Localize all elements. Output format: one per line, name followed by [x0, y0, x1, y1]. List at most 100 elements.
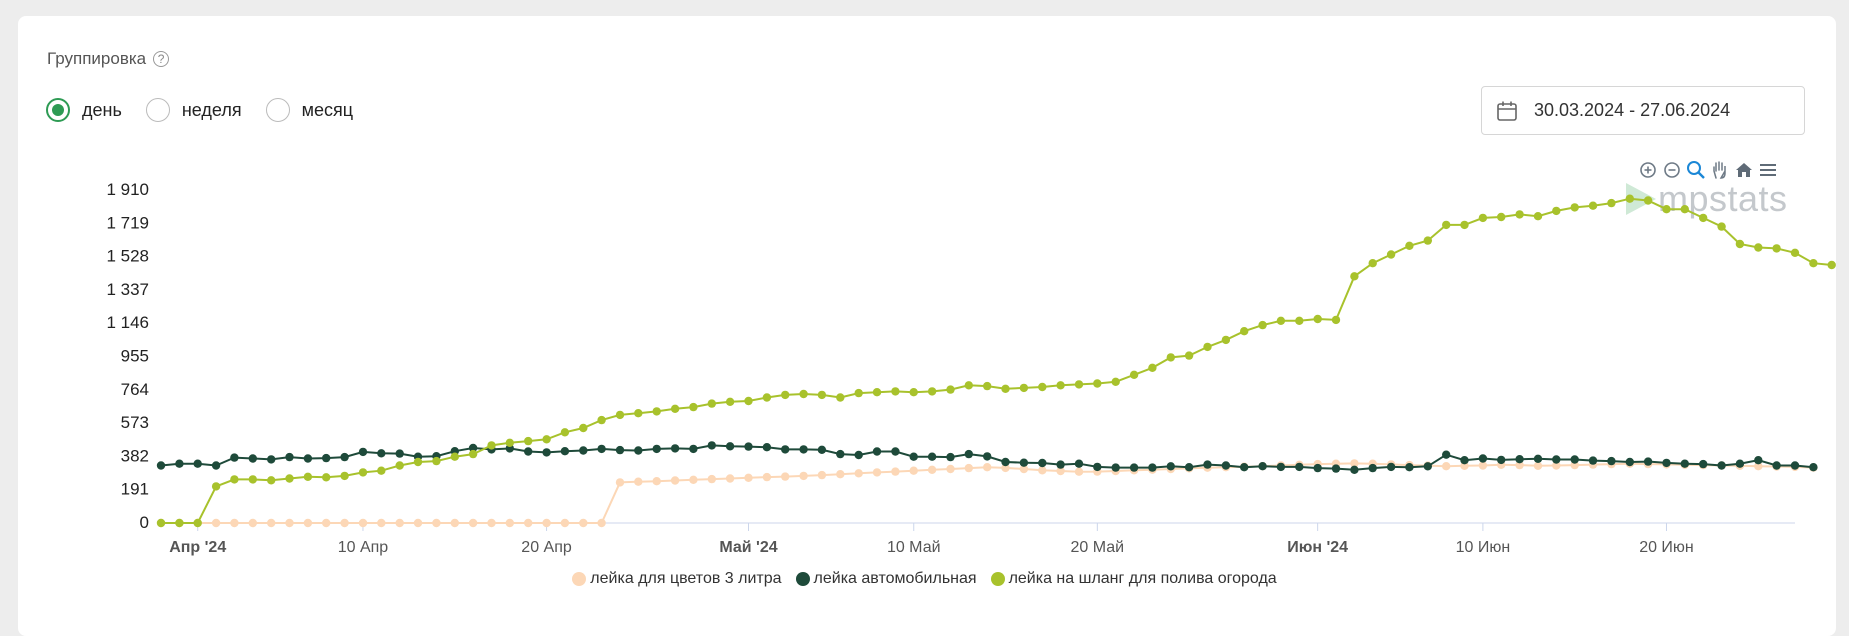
- data-point[interactable]: [1643, 457, 1653, 466]
- data-point[interactable]: [1552, 206, 1561, 216]
- data-point[interactable]: [1019, 464, 1029, 474]
- data-point[interactable]: [1478, 454, 1488, 463]
- data-point[interactable]: [579, 423, 588, 433]
- data-point[interactable]: [1019, 383, 1029, 393]
- data-point[interactable]: [468, 449, 478, 459]
- data-point[interactable]: [1662, 458, 1671, 468]
- data-point[interactable]: [340, 452, 349, 462]
- data-point[interactable]: [707, 441, 716, 450]
- data-point[interactable]: [1386, 462, 1396, 472]
- data-point[interactable]: [1735, 239, 1745, 249]
- data-point[interactable]: [817, 390, 827, 400]
- data-point[interactable]: [193, 518, 202, 528]
- data-point[interactable]: [707, 399, 716, 408]
- data-point[interactable]: [1552, 461, 1561, 470]
- data-point[interactable]: [450, 518, 459, 528]
- data-point[interactable]: [597, 444, 606, 454]
- data-point[interactable]: [322, 453, 331, 463]
- data-point[interactable]: [634, 477, 643, 486]
- data-point[interactable]: [1515, 210, 1524, 219]
- data-point[interactable]: [1570, 455, 1579, 464]
- data-point[interactable]: [560, 518, 570, 528]
- data-point[interactable]: [1754, 243, 1763, 252]
- data-point[interactable]: [781, 445, 790, 454]
- data-point[interactable]: [579, 518, 588, 528]
- legend-item-series-2[interactable]: лейка автомобильная: [795, 570, 977, 588]
- data-point[interactable]: [817, 445, 827, 454]
- data-point[interactable]: [964, 381, 973, 390]
- data-point[interactable]: [872, 468, 882, 477]
- data-point[interactable]: [725, 442, 735, 451]
- data-point[interactable]: [267, 476, 276, 485]
- data-point[interactable]: [395, 449, 404, 458]
- data-point[interactable]: [1552, 455, 1561, 464]
- radio-day[interactable]: день: [46, 98, 122, 122]
- data-point[interactable]: [1607, 456, 1616, 466]
- data-point[interactable]: [1074, 459, 1084, 468]
- data-point[interactable]: [1148, 363, 1157, 372]
- data-point[interactable]: [377, 518, 386, 528]
- data-point[interactable]: [1166, 462, 1176, 471]
- data-point[interactable]: [1405, 241, 1414, 250]
- data-point[interactable]: [1386, 250, 1396, 259]
- data-point[interactable]: [1772, 461, 1781, 470]
- data-point[interactable]: [1331, 315, 1341, 325]
- data-point[interactable]: [1442, 462, 1451, 471]
- data-point[interactable]: [175, 459, 184, 468]
- data-point[interactable]: [1772, 244, 1781, 253]
- data-point[interactable]: [524, 436, 533, 446]
- data-point[interactable]: [487, 518, 496, 528]
- data-point[interactable]: [1405, 463, 1414, 472]
- data-point[interactable]: [505, 438, 514, 447]
- data-point[interactable]: [652, 407, 661, 416]
- data-point[interactable]: [1754, 462, 1763, 471]
- data-point[interactable]: [1570, 203, 1579, 212]
- data-point[interactable]: [1717, 222, 1726, 231]
- data-point[interactable]: [964, 463, 973, 473]
- data-point[interactable]: [1276, 462, 1286, 472]
- data-point[interactable]: [1460, 456, 1469, 465]
- data-point[interactable]: [1460, 220, 1469, 230]
- data-point[interactable]: [1001, 457, 1010, 467]
- data-point[interactable]: [872, 447, 882, 456]
- data-point[interactable]: [432, 456, 441, 466]
- data-point[interactable]: [615, 478, 625, 487]
- data-point[interactable]: [670, 476, 680, 485]
- data-point[interactable]: [1809, 463, 1818, 472]
- data-point[interactable]: [358, 447, 368, 457]
- data-point[interactable]: [1038, 466, 1047, 475]
- data-point[interactable]: [744, 442, 753, 451]
- data-point[interactable]: [854, 388, 863, 398]
- data-point[interactable]: [652, 444, 661, 454]
- data-point[interactable]: [248, 454, 257, 463]
- data-point[interactable]: [1129, 463, 1139, 472]
- data-point[interactable]: [1790, 461, 1800, 470]
- data-point[interactable]: [983, 381, 992, 391]
- data-point[interactable]: [193, 459, 202, 468]
- radio-month[interactable]: месяц: [265, 98, 353, 122]
- data-point[interactable]: [1643, 196, 1653, 205]
- data-point[interactable]: [1735, 459, 1745, 468]
- data-point[interactable]: [836, 393, 845, 402]
- data-point[interactable]: [1533, 212, 1543, 221]
- data-point[interactable]: [670, 444, 680, 453]
- data-point[interactable]: [285, 452, 294, 462]
- data-point[interactable]: [689, 475, 698, 484]
- data-point[interactable]: [322, 518, 331, 528]
- data-point[interactable]: [891, 447, 900, 456]
- data-point[interactable]: [1240, 327, 1249, 336]
- data-point[interactable]: [1533, 454, 1543, 463]
- data-point[interactable]: [560, 447, 570, 456]
- data-point[interactable]: [1056, 460, 1065, 469]
- data-point[interactable]: [211, 518, 221, 528]
- data-point[interactable]: [1074, 380, 1084, 389]
- data-point[interactable]: [560, 428, 570, 437]
- data-point[interactable]: [1240, 463, 1249, 472]
- data-point[interactable]: [799, 471, 808, 481]
- data-point[interactable]: [909, 452, 918, 461]
- data-point[interactable]: [836, 470, 845, 479]
- data-point[interactable]: [836, 449, 845, 459]
- data-point[interactable]: [1515, 455, 1524, 464]
- data-point[interactable]: [1368, 463, 1377, 473]
- data-point[interactable]: [413, 457, 423, 467]
